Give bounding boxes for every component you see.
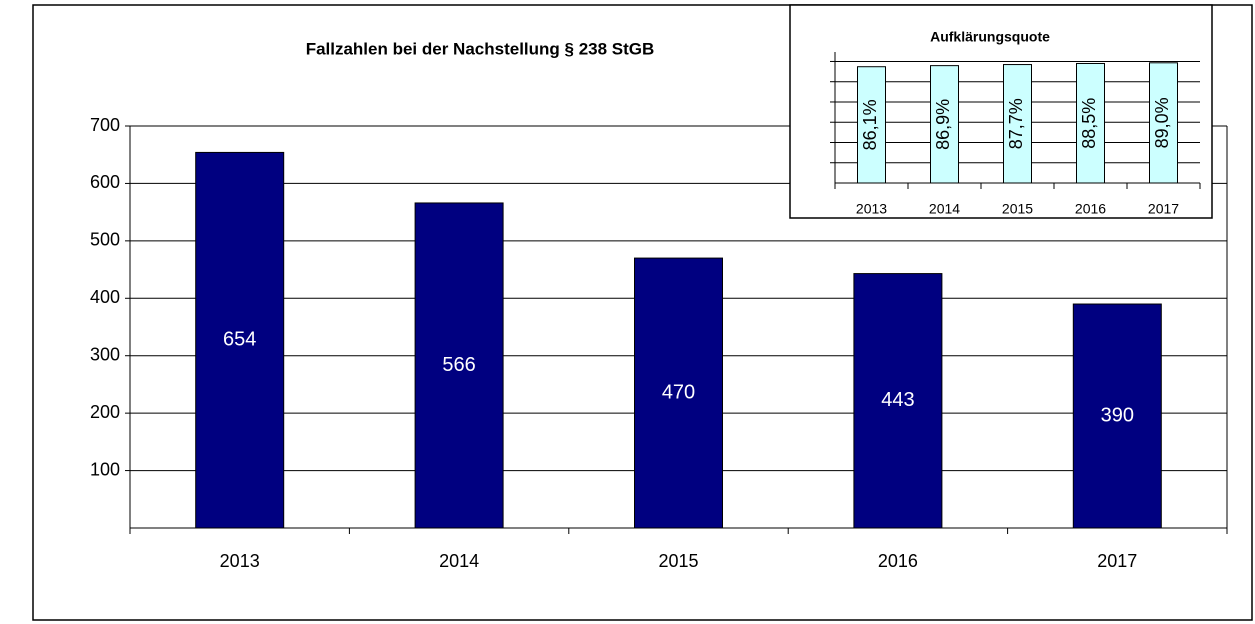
y-tick-label: 200 [90, 402, 120, 422]
chart-panel: Aufklärungsquote 2013 86,1% 2014 86,9% 2015 87… [789, 4, 1213, 219]
x-tick-label: 2014 [439, 551, 479, 571]
bar [853, 273, 943, 529]
data-label: 470 [662, 381, 695, 403]
x-tick-label: 2013 [856, 201, 887, 217]
x-tick-label: 2017 [1148, 201, 1179, 217]
data-label: 443 [881, 389, 914, 411]
x-tick-label: 2015 [658, 551, 698, 571]
bar [930, 65, 959, 184]
bar [857, 66, 886, 184]
data-label: 88,5% [1079, 98, 1099, 149]
bar [414, 202, 504, 529]
chart-panel: Fallzahlen bei der Nachstellung § 238 St… [90, 39, 1228, 571]
data-label: 87,7% [1006, 98, 1026, 149]
chart-title: Aufklärungsquote [930, 29, 1050, 45]
y-tick-label: 500 [90, 230, 120, 250]
data-label: 89,0% [1152, 97, 1172, 148]
bar [1149, 62, 1178, 184]
bar [1076, 62, 1105, 184]
x-tick-label: 2013 [220, 551, 260, 571]
data-label: 390 [1101, 404, 1134, 426]
bar [195, 151, 285, 529]
y-tick-label: 600 [90, 172, 120, 192]
x-tick-label: 2015 [1002, 201, 1033, 217]
x-tick-label: 2014 [929, 201, 960, 217]
x-tick-label: 2016 [1075, 201, 1106, 217]
data-label: 86,1% [860, 99, 880, 150]
data-label: 654 [223, 328, 256, 350]
x-tick-label: 2017 [1097, 551, 1137, 571]
chart-title: Fallzahlen bei der Nachstellung § 238 St… [306, 39, 655, 58]
y-tick-label: 400 [90, 287, 120, 307]
y-tick-label: 100 [90, 459, 120, 479]
x-tick-label: 2016 [878, 551, 918, 571]
y-tick-label: 700 [90, 115, 120, 135]
bar [634, 257, 723, 529]
bar [1003, 64, 1032, 184]
bar [1072, 303, 1162, 529]
data-label: 566 [442, 354, 475, 376]
data-label: 86,9% [933, 99, 953, 150]
y-tick-label: 300 [90, 344, 120, 364]
